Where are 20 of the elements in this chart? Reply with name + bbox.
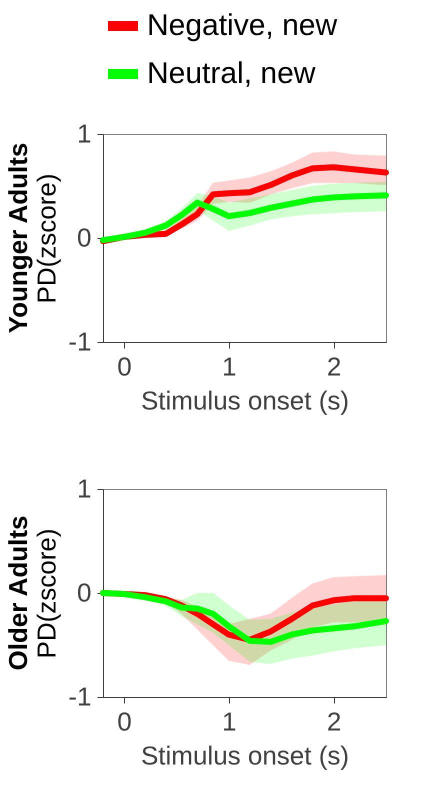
- x-axis-title: Stimulus onset (s): [140, 740, 350, 770]
- x-tick-label: 0: [117, 352, 132, 382]
- x-tick-label: 0: [117, 706, 132, 736]
- x-tick-label: 2: [326, 352, 342, 382]
- y-tick-label: -1: [68, 682, 92, 712]
- x-tick-label: 2: [326, 706, 342, 736]
- text: Younger Adults: [2, 142, 33, 334]
- y-tick-label: 1: [77, 118, 92, 148]
- y-tick-label: -1: [68, 326, 92, 356]
- y-tick-label: 0: [77, 222, 92, 252]
- y-tick-label: 1: [77, 474, 92, 504]
- x-tick-label: 1: [222, 352, 237, 382]
- x-axis-title: Stimulus onset (s): [140, 386, 350, 416]
- x-tick-label: 1: [222, 706, 237, 736]
- legend-label: Neutral, new: [147, 57, 316, 90]
- text: Older Adults: [2, 515, 33, 671]
- y-tick-label: 0: [77, 578, 92, 608]
- y-axis-title: PD(zscore): [31, 528, 62, 659]
- y-axis-title: PD(zscore): [31, 173, 62, 304]
- legend-label: Negative, new: [147, 9, 338, 42]
